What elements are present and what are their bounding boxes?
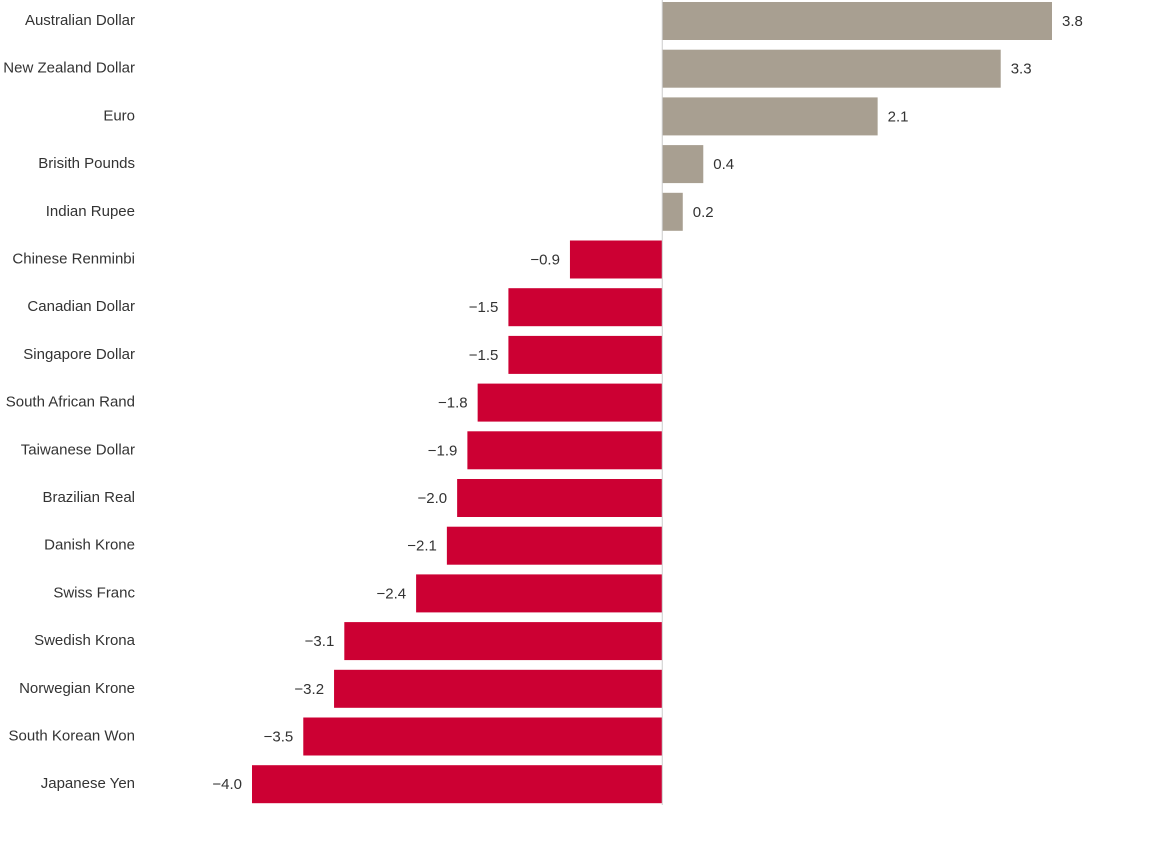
bar [467, 431, 663, 470]
value-label: −2.0 [418, 490, 448, 507]
category-label: Euro [103, 107, 135, 124]
bar [446, 526, 663, 565]
category-label: Brisith Pounds [38, 155, 135, 172]
bar [662, 192, 683, 231]
value-label: −3.2 [294, 681, 324, 698]
value-label: −1.8 [438, 395, 468, 412]
value-label: −1.5 [469, 299, 499, 316]
category-label: Australian Dollar [25, 12, 135, 29]
bar [662, 49, 1001, 88]
value-label: 2.1 [888, 108, 909, 125]
value-label: −0.9 [530, 251, 560, 268]
value-label: −2.4 [376, 585, 406, 602]
category-label: New Zealand Dollar [3, 60, 135, 77]
category-label: Canadian Dollar [27, 298, 135, 315]
category-label: South African Rand [6, 394, 135, 411]
bar [303, 717, 663, 756]
value-label: −1.5 [469, 347, 499, 364]
bar [252, 765, 663, 804]
category-label: South Korean Won [9, 727, 135, 744]
category-label: Singapore Dollar [23, 346, 135, 363]
value-label: −1.9 [428, 442, 458, 459]
bar [416, 574, 663, 613]
bar [569, 240, 663, 279]
category-label: Brazilian Real [42, 489, 135, 506]
bar [334, 669, 663, 708]
value-label: −3.1 [305, 633, 335, 650]
category-label: Swiss Franc [53, 584, 135, 601]
value-label: 0.2 [693, 204, 714, 221]
category-label: Taiwanese Dollar [21, 441, 135, 458]
bar [508, 335, 663, 374]
category-label: Swedish Krona [34, 632, 136, 649]
bar [477, 383, 663, 422]
category-label: Danish Krone [44, 537, 135, 554]
value-label: −2.1 [407, 538, 437, 555]
category-label: Indian Rupee [46, 203, 135, 220]
category-label: Chinese Renminbi [12, 250, 135, 267]
category-label: Japanese Yen [41, 775, 135, 792]
bar [662, 145, 704, 184]
value-label: −3.5 [264, 728, 294, 745]
bar [457, 479, 663, 517]
bar [662, 97, 878, 136]
value-label: 0.4 [713, 156, 734, 173]
bar [662, 2, 1052, 40]
bar [508, 288, 663, 327]
category-label: Norwegian Krone [19, 680, 135, 697]
value-label: 3.3 [1011, 61, 1032, 78]
value-label: −4.0 [212, 776, 242, 793]
bar [344, 622, 663, 661]
value-label: 3.8 [1062, 13, 1083, 30]
